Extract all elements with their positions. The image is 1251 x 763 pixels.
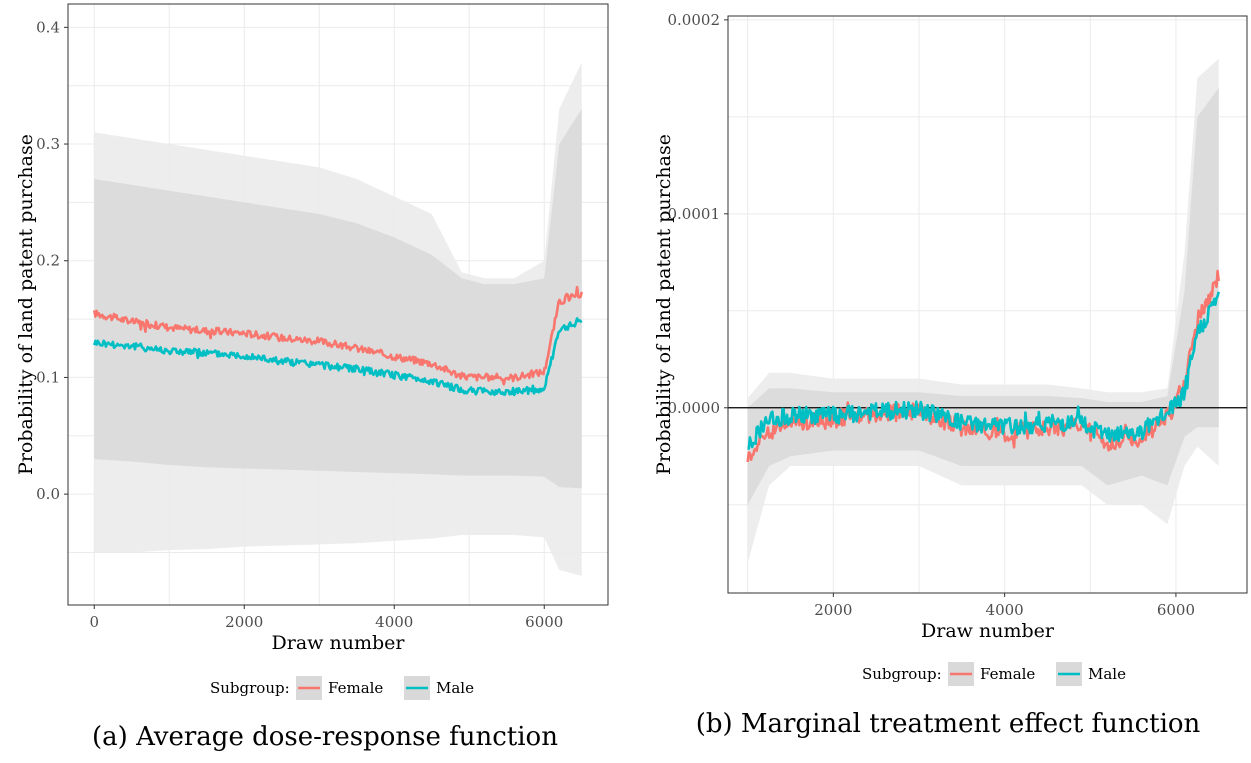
legend: Subgroup: Female Male	[210, 676, 474, 700]
y-tick-label: 0.0001	[668, 205, 721, 223]
series-line-female	[93, 285, 584, 386]
series-line-male	[747, 291, 1220, 450]
plot-border	[67, 3, 609, 606]
panel-a: 0 2000 4000 6000 0.0 0.1 0.2 0.3 0.4 Draw number P…	[15, 3, 609, 752]
legend-title: Subgroup:	[862, 665, 942, 683]
y-tick-label: 0.0	[36, 485, 60, 503]
x-axis-label: Draw number	[921, 620, 1055, 642]
y-axis-label: Probability of land patent purchase	[653, 134, 675, 475]
plot-border	[727, 15, 1248, 594]
y-tick-label: 0.0002	[668, 11, 721, 29]
x-tick-label: 0	[89, 613, 99, 631]
y-tick-label: 0.4	[36, 18, 60, 36]
series-line-male	[93, 317, 583, 397]
x-tick-label: 4000	[986, 601, 1024, 619]
y-axis-label: Probability of land patent purchase	[15, 134, 37, 475]
legend-label-female: Female	[328, 679, 383, 697]
x-tick-label: 6000	[525, 613, 563, 631]
y-tick-label: 0.3	[36, 135, 60, 153]
x-tick-label: 4000	[375, 613, 413, 631]
x-tick-label: 2000	[225, 613, 263, 631]
panel-caption: (a) Average dose-response function	[92, 722, 558, 752]
credible-band-inner	[94, 109, 582, 489]
x-tick-label: 2000	[814, 601, 852, 619]
y-tick-label: 0.1	[36, 368, 60, 386]
x-axis-label: Draw number	[272, 632, 406, 654]
y-tick-label: 0.2	[36, 252, 60, 270]
legend-label-female: Female	[980, 665, 1035, 683]
panel-caption: (b) Marginal treatment effect function	[696, 709, 1201, 739]
y-tick-label: 0.0000	[668, 399, 721, 417]
legend-title: Subgroup:	[210, 679, 290, 697]
panel-b: 2000 4000 6000 0.0000 0.0001 0.0002 Draw numbe…	[653, 11, 1248, 739]
x-tick-label: 6000	[1157, 601, 1195, 619]
legend-label-male: Male	[1088, 665, 1126, 683]
legend: Subgroup: Female Male	[862, 662, 1126, 686]
credible-band-inner	[747, 87, 1219, 505]
legend-label-male: Male	[436, 679, 474, 697]
